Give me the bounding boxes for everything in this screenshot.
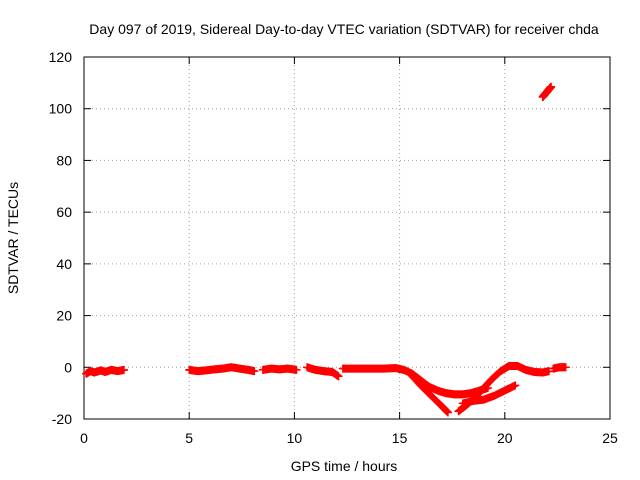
- data-point: [250, 367, 259, 376]
- x-axis-label: GPS time / hours: [291, 458, 398, 474]
- gridlines: [84, 57, 610, 419]
- y-tick-label: 80: [56, 152, 72, 168]
- series-arc-2: [185, 363, 259, 376]
- series-arc-6: [406, 369, 452, 417]
- data-point: [511, 381, 520, 390]
- y-tick-label: 60: [56, 204, 72, 220]
- series-arc-4: [303, 363, 343, 381]
- x-tick-label: 20: [497, 430, 513, 446]
- y-tick-label: -20: [52, 411, 72, 427]
- x-tick-label: 0: [80, 430, 88, 446]
- data-point: [547, 82, 556, 91]
- y-tick-label: 40: [56, 256, 72, 272]
- data-point: [544, 367, 553, 376]
- axis-ticks: [83, 56, 611, 420]
- series-arc-9: [549, 363, 570, 373]
- series-arc-10: [538, 82, 556, 102]
- y-tick-label: 20: [56, 308, 72, 324]
- data-point: [119, 365, 128, 374]
- data-point: [292, 365, 301, 374]
- series-arc-8: [458, 381, 520, 408]
- series-arc-3: [258, 364, 301, 374]
- x-tick-label: 15: [392, 430, 408, 446]
- y-tick-labels: -20 0 20 40 60 80 100 120: [49, 49, 73, 427]
- chart-title: Day 097 of 2019, Sidereal Day-to-day VTE…: [89, 21, 599, 37]
- data-points: [82, 82, 570, 417]
- y-axis-label: SDTVAR / TECUs: [5, 182, 21, 294]
- data-point: [561, 363, 570, 372]
- series-arc-1: [82, 365, 128, 378]
- x-tick-labels: 0 5 10 15 20 25: [80, 430, 618, 446]
- y-tick-label: 120: [49, 49, 73, 65]
- data-point: [334, 372, 343, 381]
- x-tick-label: 25: [602, 430, 618, 446]
- x-tick-label: 10: [287, 430, 303, 446]
- x-tick-label: 5: [185, 430, 193, 446]
- data-point: [443, 408, 452, 417]
- y-tick-label: 0: [64, 359, 72, 375]
- y-tick-label: 100: [49, 101, 73, 117]
- plot-frame: [83, 56, 611, 420]
